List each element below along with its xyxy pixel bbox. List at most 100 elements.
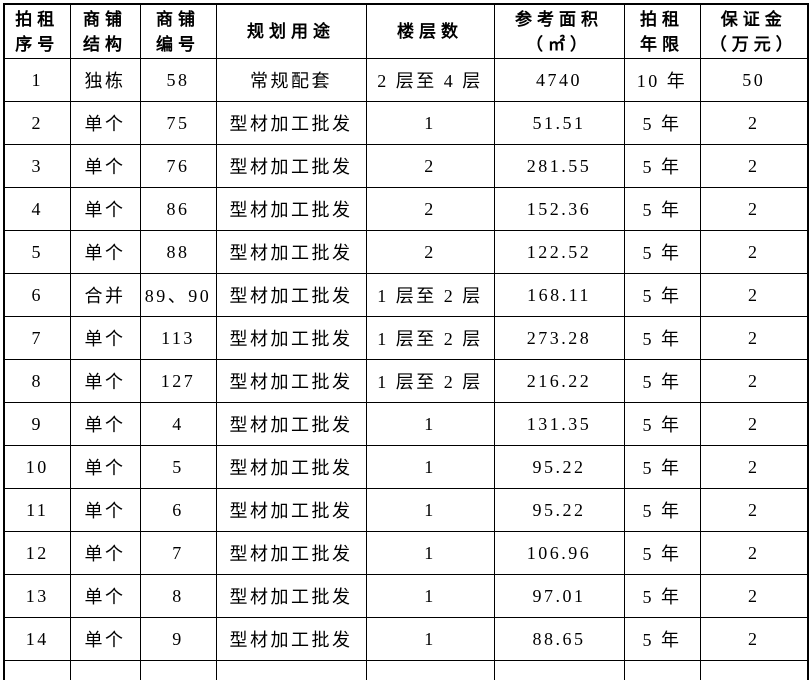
table-cell: 5 年 (623, 359, 701, 403)
table-cell: 5 年 (623, 316, 701, 360)
table-cell: 1 层至 2 层 (365, 359, 495, 403)
table-cell: 2 (699, 445, 809, 489)
table-cell: 型材加工批发 (215, 531, 367, 575)
table-cell: 2 (699, 359, 809, 403)
table-cell: 7 (139, 531, 217, 575)
table-cell: 1 (3, 58, 71, 102)
table-cell: 单个 (69, 316, 141, 360)
table-cell (623, 660, 701, 680)
table-cell (365, 660, 495, 680)
table-cell: 10 年 (623, 58, 701, 102)
table-cell: 独栋 (69, 58, 141, 102)
table-cell: 合并 (69, 273, 141, 317)
table-cell: 2 (699, 101, 809, 145)
table-cell: 1 (365, 445, 495, 489)
header-row: 拍租 序号 商铺 结构 商铺 编号 规划用途 楼层数 参考面积 （㎡） 拍租 年… (3, 3, 809, 59)
table-cell: 型材加工批发 (215, 359, 367, 403)
table-cell: 50 (699, 58, 809, 102)
table-row-clipped (3, 660, 809, 680)
column-header-floors: 楼层数 (365, 3, 495, 59)
column-header-auction-no: 拍租 序号 (3, 3, 71, 59)
table-cell: 6 (3, 273, 71, 317)
table-cell: 168.11 (493, 273, 625, 317)
table-cell: 2 (699, 531, 809, 575)
table-cell: 型材加工批发 (215, 101, 367, 145)
table-cell: 1 (365, 488, 495, 532)
table-cell: 型材加工批发 (215, 574, 367, 618)
table-cell: 216.22 (493, 359, 625, 403)
table-cell: 5 年 (623, 402, 701, 446)
table-cell: 75 (139, 101, 217, 145)
table-cell: 单个 (69, 359, 141, 403)
table-cell: 5 年 (623, 187, 701, 231)
table-cell: 88 (139, 230, 217, 274)
table-cell (699, 660, 809, 680)
table-cell: 131.35 (493, 402, 625, 446)
table-cell: 单个 (69, 617, 141, 661)
table-cell: 单个 (69, 531, 141, 575)
table-cell: 2 (365, 144, 495, 188)
table-cell: 2 (699, 574, 809, 618)
table-cell: 2 (699, 144, 809, 188)
table-cell: 14 (3, 617, 71, 661)
table-cell: 97.01 (493, 574, 625, 618)
table-cell: 2 (365, 187, 495, 231)
table-cell: 型材加工批发 (215, 617, 367, 661)
table-cell: 106.96 (493, 531, 625, 575)
table-cell: 5 年 (623, 273, 701, 317)
table-cell: 型材加工批发 (215, 316, 367, 360)
table-body: 1 独栋 58 常规配套 2 层至 4 层 4740 10 年 50 2 单个 75 型材加工批发 1 5… (3, 58, 809, 661)
table-cell: 58 (139, 58, 217, 102)
table-cell: 1 (365, 531, 495, 575)
table-cell: 2 层至 4 层 (365, 58, 495, 102)
table-row: 1 独栋 58 常规配套 2 层至 4 层 4740 10 年 50 (3, 58, 809, 102)
table-cell: 4 (3, 187, 71, 231)
table-cell: 型材加工批发 (215, 402, 367, 446)
table-cell: 型材加工批发 (215, 144, 367, 188)
table-cell (493, 660, 625, 680)
table-cell: 113 (139, 316, 217, 360)
table-cell: 型材加工批发 (215, 230, 367, 274)
table-cell: 2 (699, 617, 809, 661)
table-cell: 单个 (69, 187, 141, 231)
table-cell: 2 (699, 402, 809, 446)
table-cell: 86 (139, 187, 217, 231)
table-cell: 9 (3, 402, 71, 446)
table-cell: 152.36 (493, 187, 625, 231)
table-cell: 型材加工批发 (215, 273, 367, 317)
table-cell: 10 (3, 445, 71, 489)
table-cell: 单个 (69, 488, 141, 532)
table-cell: 型材加工批发 (215, 187, 367, 231)
table-cell: 5 年 (623, 144, 701, 188)
table-cell: 89、90 (139, 273, 217, 317)
table-cell: 2 (699, 488, 809, 532)
table-cell (69, 660, 141, 680)
table-cell: 9 (139, 617, 217, 661)
table-cell: 5 年 (623, 531, 701, 575)
table-cell: 单个 (69, 445, 141, 489)
table-cell: 8 (3, 359, 71, 403)
table-cell: 5 年 (623, 574, 701, 618)
column-header-shop-no: 商铺 编号 (139, 3, 217, 59)
table-cell: 1 (365, 402, 495, 446)
table-cell (3, 660, 71, 680)
table-cell: 4740 (493, 58, 625, 102)
table-cell: 5 年 (623, 488, 701, 532)
table-cell: 2 (365, 230, 495, 274)
table-cell: 单个 (69, 230, 141, 274)
table-cell: 5 (3, 230, 71, 274)
table-cell: 127 (139, 359, 217, 403)
table-cell: 1 (365, 617, 495, 661)
table-cell: 1 层至 2 层 (365, 316, 495, 360)
